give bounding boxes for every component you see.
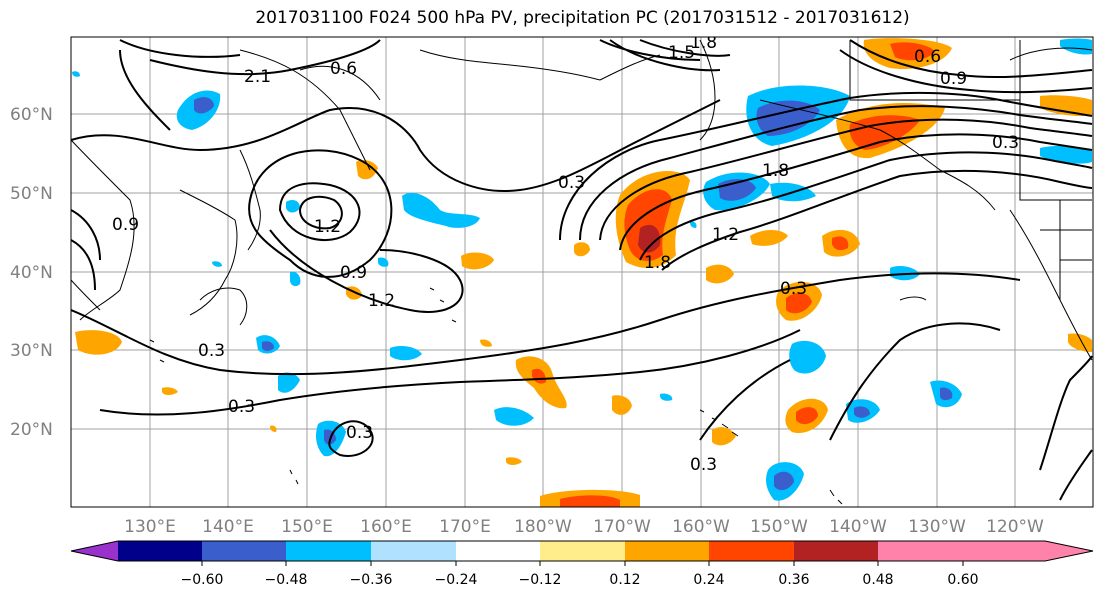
lat-label: 50°N: [10, 184, 53, 204]
colorbar-segment: [371, 541, 456, 561]
contour-labels: 0.3 0.3 0.3 0.3 0.6 0.6 0.9 0.9 1.2 1.2 …: [112, 33, 1019, 475]
lon-label: 160°W: [672, 517, 730, 537]
colorbar-segment: [794, 541, 878, 561]
contour-label: 0.9: [940, 69, 967, 89]
lon-label: 170°W: [593, 517, 651, 537]
colorbar-segment: [202, 541, 286, 561]
lon-label: 140°E: [202, 517, 254, 537]
colorbar-tick-label: −0.60: [181, 572, 224, 588]
contour-label: 1.2: [712, 225, 739, 245]
lat-label: 30°N: [10, 341, 53, 361]
pv-contours: [71, 39, 1093, 501]
contour-label: 1.8: [644, 253, 671, 273]
colorbar-tick-label: 0.48: [862, 572, 893, 588]
longitude-labels: 130°E 140°E 150°E 160°E 170°E 180°W 170°…: [124, 517, 1044, 537]
colorbar-lower-extension: [71, 541, 118, 561]
colorbar: −0.60 −0.48 −0.36 −0.24 −0.12 0.12 0.24 …: [70, 540, 1094, 588]
colorbar-segment: [286, 541, 371, 561]
colorbar-tick-label: −0.36: [350, 572, 393, 588]
contour-label: 0.6: [914, 47, 941, 67]
colorbar-upper-extension: [963, 541, 1093, 561]
colorbar-segment: [540, 541, 625, 561]
colorbar-segment: [456, 541, 540, 561]
colorbar-tick-label: 0.24: [693, 572, 724, 588]
colorbar-tick-label: 0.60: [947, 572, 978, 588]
lon-label: 170°E: [439, 517, 491, 537]
contour-label: 0.3: [992, 133, 1019, 153]
colorbar-outline: [70, 540, 1094, 562]
colorbar-tick-label: −0.12: [519, 572, 562, 588]
contour-label: 0.6: [330, 59, 357, 79]
contour-label: 1.8: [762, 161, 789, 181]
contour-label: 0.9: [112, 215, 139, 235]
colorbar-segment: [878, 541, 963, 561]
lon-label: 150°W: [750, 517, 808, 537]
precip-positive-shading: [75, 38, 1092, 507]
contour-label: 1.5: [668, 43, 695, 63]
colorbar-tick-label: −0.24: [435, 572, 478, 588]
colorbar-segment: [709, 541, 794, 561]
contour-label: 1.2: [314, 217, 341, 237]
contour-label: 1.8: [690, 33, 717, 53]
colorbar-tick-label: 0.12: [609, 572, 640, 588]
lon-label: 130°W: [908, 517, 966, 537]
colorbar-segment: [625, 541, 709, 561]
lon-label: 130°E: [124, 517, 176, 537]
lon-label: 120°W: [986, 517, 1044, 537]
lat-label: 20°N: [10, 420, 53, 440]
contour-label: 2.1: [244, 67, 271, 87]
colorbar-tick-label: −0.48: [265, 572, 308, 588]
contour-label: 0.3: [780, 279, 807, 299]
lon-label: 160°E: [360, 517, 412, 537]
latitude-labels: 60°N 50°N 40°N 30°N 20°N: [10, 105, 53, 440]
contour-label: 0.3: [198, 341, 225, 361]
lon-label: 140°W: [829, 517, 887, 537]
coastlines: [71, 39, 1093, 505]
lat-label: 40°N: [10, 263, 53, 283]
lon-label: 180°W: [514, 517, 572, 537]
contour-label: 0.9: [340, 263, 367, 283]
contour-label: 0.3: [228, 397, 255, 417]
colorbar-segment: [118, 541, 202, 561]
lon-label: 150°E: [281, 517, 333, 537]
contour-label: 0.3: [690, 455, 717, 475]
lat-label: 60°N: [10, 105, 53, 125]
contour-label: 0.3: [558, 173, 585, 193]
map-title: 2017031100 F024 500 hPa PV, precipitatio…: [255, 8, 910, 28]
colorbar-tick-label: 0.36: [778, 572, 809, 588]
contour-label: 1.2: [368, 291, 395, 311]
map-frame: [70, 36, 1094, 508]
contour-label: 0.3: [346, 423, 373, 443]
